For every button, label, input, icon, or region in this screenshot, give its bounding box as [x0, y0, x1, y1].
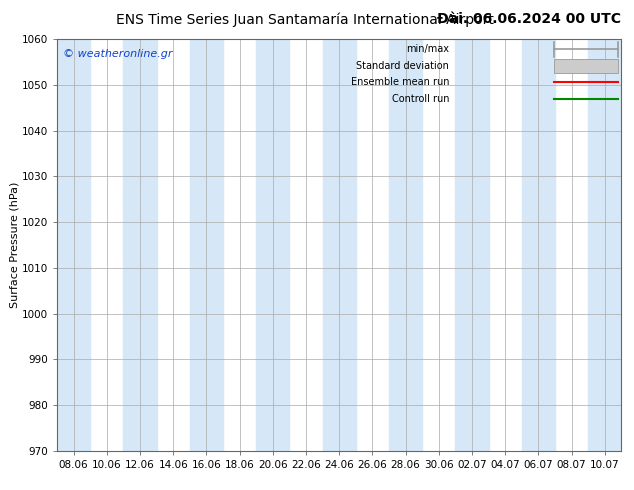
- Bar: [190, 39, 223, 451]
- Bar: [124, 39, 157, 451]
- Bar: [455, 39, 489, 451]
- Text: Đài. 06.06.2024 00 UTC: Đài. 06.06.2024 00 UTC: [437, 12, 621, 26]
- Bar: [256, 39, 289, 451]
- Bar: [588, 39, 621, 451]
- Bar: [323, 39, 356, 451]
- Text: Standard deviation: Standard deviation: [356, 61, 450, 71]
- Text: © weatheronline.gr: © weatheronline.gr: [63, 49, 172, 59]
- Text: min/max: min/max: [406, 45, 450, 54]
- Text: Ensemble mean run: Ensemble mean run: [351, 77, 450, 87]
- Text: Controll run: Controll run: [392, 94, 450, 104]
- Text: ENS Time Series Juan Santamaría International Airport: ENS Time Series Juan Santamaría Internat…: [117, 12, 495, 27]
- FancyBboxPatch shape: [553, 59, 619, 73]
- Y-axis label: Surface Pressure (hPa): Surface Pressure (hPa): [9, 182, 19, 308]
- Bar: [522, 39, 555, 451]
- Bar: [389, 39, 422, 451]
- Bar: [57, 39, 90, 451]
